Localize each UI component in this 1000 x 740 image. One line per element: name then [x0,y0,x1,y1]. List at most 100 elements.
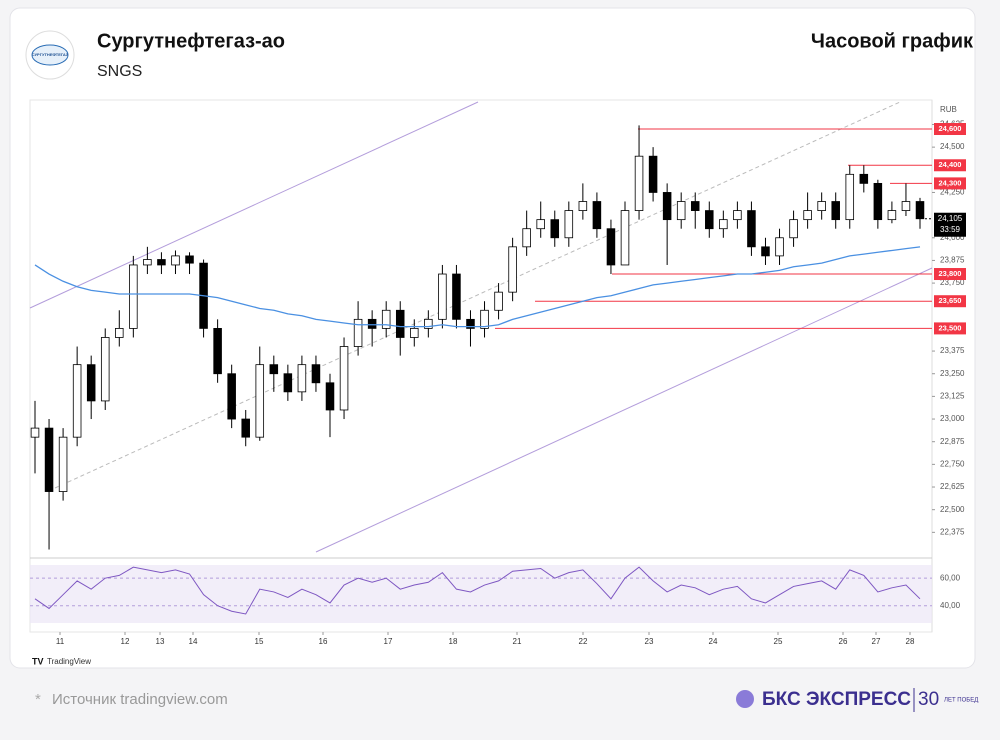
x-tick-label: 16 [319,637,328,646]
candle-body [845,173,855,221]
candle-body [803,210,812,221]
rsi-line [34,566,921,615]
candle-body [185,255,194,264]
candle-body [536,219,545,230]
ma-line [34,246,921,328]
candle-body [550,219,560,239]
candle-body [775,237,784,257]
anniversary-text: ЛЕТ ПОБЕД [944,698,978,704]
y-tick-label: 23,000 [940,414,965,423]
level-label: 23,500 [939,323,962,332]
level-tag [934,123,966,136]
x-tick-label: 26 [839,637,848,646]
candle-body [592,201,602,230]
candle-body [747,210,756,248]
source: Источник tradingview.com [52,691,228,708]
candle-body [143,259,152,266]
candle-body [873,182,883,221]
candle-body [367,318,377,329]
rsi-tick-label: 40,00 [940,601,961,610]
channel-upper [29,101,479,309]
candle-body [705,210,714,230]
candle-body [564,210,574,239]
ticker: SNGS [97,63,142,80]
source-marker: * [35,691,41,708]
level-tag [934,322,966,335]
y-tick-label: 22,750 [940,459,965,468]
candle-body [255,364,265,438]
tv-text: TradingView [47,657,91,666]
candle-body [410,328,419,338]
card [9,7,976,669]
level-label: 24,400 [939,160,962,169]
logo-mark [31,44,69,66]
level-label: 23,800 [939,269,962,278]
x-tick-label: 13 [156,637,165,646]
candle-body [901,201,911,211]
candle-body [129,264,138,329]
y-tick-label: 22,500 [940,505,965,514]
title: Сургутнефтегаз-ао [97,30,285,52]
candle-body [100,337,110,402]
candle-body [606,228,616,266]
candle-body [859,173,869,184]
candle-body [620,210,630,266]
last-tag [934,212,966,237]
candle-body [452,273,461,320]
x-tick-label: 28 [906,637,915,646]
last-countdown: 33:59 [940,225,961,234]
candle-body [719,219,728,230]
x-tick-label: 15 [255,637,264,646]
y-tick-label: 22,875 [940,437,965,446]
candle-body [494,291,503,311]
candle-body [297,364,307,393]
candle-body [634,155,644,211]
candle-body [887,210,897,221]
candle-body [395,309,405,338]
x-tick-label: 22 [579,637,588,646]
x-tick-label: 14 [189,637,198,646]
x-tick-label: 17 [384,637,393,646]
candle-body [662,192,672,221]
x-tick-label: 11 [56,637,65,646]
y-tick-label: 22,375 [940,527,965,536]
candle-body [353,318,363,347]
candle-body [578,201,588,211]
rsi-band [30,565,932,623]
candle-body [817,201,826,211]
candle-body [676,201,686,221]
candle-body [733,210,742,221]
level-label: 23,650 [939,296,962,305]
chart-label: Часовой график [811,30,974,52]
candle-body [339,346,349,411]
candle-body [44,427,54,492]
channel-mid [54,101,901,489]
candle-body [157,259,166,266]
candle-body [115,328,124,338]
x-tick-label: 21 [513,637,522,646]
candle-body [171,255,180,266]
brand: БКС ЭКСПРЕСС [762,689,911,710]
x-tick-label: 25 [774,637,783,646]
y-tick-label: 23,125 [940,391,965,400]
level-tag [934,268,966,281]
candle-body [915,201,925,220]
candle-body [508,246,517,293]
logo-text: СУРГУТНЕФТЕГАЗ [32,52,69,57]
candle-body [213,328,222,375]
level-tag [934,177,966,190]
candle-body [480,309,489,329]
candle-body [72,364,82,438]
rsi-tick-label: 60,00 [940,573,961,582]
level-tag [934,295,966,308]
last-label: 24,105 [938,214,963,223]
candle-body [86,364,96,402]
candle-body [30,427,40,438]
candle-body [761,246,770,257]
candle-body [438,273,447,320]
candle-body [381,309,391,329]
candle-body [466,318,475,329]
y-tick-label: 23,250 [940,369,965,378]
